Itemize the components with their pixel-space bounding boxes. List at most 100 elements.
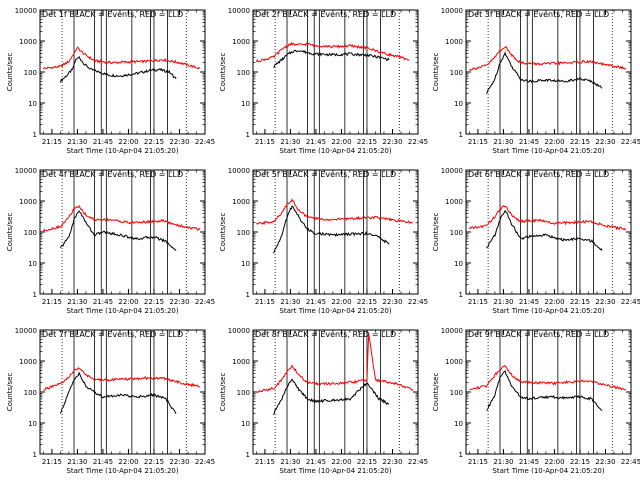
x-tick-label: 22:15 (357, 138, 377, 146)
y-tick-label: 1000 (445, 198, 463, 206)
x-tick-label: 22:00 (118, 138, 138, 146)
y-tick-label: 1000 (19, 198, 37, 206)
plot-frame (252, 169, 419, 295)
y-tick-label: 10 (454, 260, 463, 268)
x-tick-label: 22:45 (621, 458, 640, 466)
y-tick-label: 1000 (445, 38, 463, 46)
panel-6: Det 6f BLACK = Events, RED = LLD 1 10 100 10… (432, 167, 640, 315)
series-line-events (273, 49, 390, 68)
y-axis-label: Counts/sec (6, 373, 14, 412)
series-line-lld (256, 333, 414, 393)
y-axis-label: Counts/sec (432, 53, 440, 92)
panel-5: Det 5f BLACK = Events, RED = LLD 1 10 100 10… (219, 167, 428, 315)
x-tick-label: 22:45 (195, 458, 215, 466)
y-tick-label: 1 (246, 451, 250, 459)
x-tick-label: 21:30 (280, 458, 300, 466)
x-tick-label: 22:45 (408, 458, 428, 466)
x-tick-label: 21:45 (519, 138, 539, 146)
x-tick-label: 22:00 (118, 298, 138, 306)
x-tick-label: 22:30 (382, 298, 402, 306)
y-tick-label: 1 (246, 131, 250, 139)
plot-frame (39, 9, 206, 135)
y-tick-label: 10000 (15, 7, 37, 15)
x-tick-label: 21:15 (42, 138, 62, 146)
panel-title: Det 9f BLACK = Events, RED = LLD (468, 330, 609, 339)
panel-8: Det 8f BLACK = Events, RED = LLD 1 10 100 10… (219, 327, 428, 475)
x-tick-label: 22:15 (570, 138, 590, 146)
x-tick-label: 22:15 (144, 458, 164, 466)
x-tick-label: 22:45 (195, 298, 215, 306)
x-tick-label: 21:30 (67, 138, 87, 146)
x-axis-label: Start Time (10-Apr-04 21:05:20) (279, 307, 391, 315)
panel-title: Det 3f BLACK = Events, RED = LLD (468, 10, 609, 19)
y-tick-label: 1000 (19, 358, 37, 366)
x-tick-label: 21:45 (306, 298, 326, 306)
y-tick-label: 1 (33, 291, 37, 299)
x-tick-label: 22:00 (331, 298, 351, 306)
y-tick-label: 10 (241, 100, 250, 108)
y-axis-label: Counts/sec (219, 53, 227, 92)
x-tick-label: 22:30 (595, 138, 615, 146)
series-line-events (59, 210, 177, 251)
y-tick-label: 10000 (441, 7, 463, 15)
y-tick-label: 100 (450, 389, 463, 397)
x-tick-label: 22:15 (570, 298, 590, 306)
x-tick-label: 22:00 (331, 138, 351, 146)
x-axis-label: Start Time (10-Apr-04 21:05:20) (492, 307, 604, 315)
y-tick-label: 100 (237, 69, 250, 77)
x-tick-label: 21:30 (67, 298, 87, 306)
y-tick-label: 100 (237, 229, 250, 237)
y-tick-label: 100 (450, 229, 463, 237)
x-tick-label: 22:15 (570, 458, 590, 466)
y-tick-label: 100 (237, 389, 250, 397)
x-tick-label: 21:45 (306, 138, 326, 146)
series-line-events (59, 371, 177, 414)
x-tick-label: 21:30 (280, 298, 300, 306)
panel-title: Det 1f BLACK = Events, RED = LLD (42, 10, 183, 19)
y-tick-label: 10 (454, 100, 463, 108)
x-tick-label: 21:15 (255, 138, 275, 146)
y-tick-label: 1 (33, 131, 37, 139)
x-tick-label: 22:45 (408, 298, 428, 306)
y-tick-label: 1000 (232, 358, 250, 366)
panel-title: Det 7f BLACK = Events, RED = LLD (42, 330, 183, 339)
y-tick-label: 1 (33, 451, 37, 459)
panel-7: Det 7f BLACK = Events, RED = LLD 1 10 100 10… (6, 327, 215, 475)
y-tick-label: 10 (28, 100, 37, 108)
y-tick-label: 10000 (441, 327, 463, 335)
x-tick-label: 21:15 (468, 298, 488, 306)
x-axis-label: Start Time (10-Apr-04 21:05:20) (492, 467, 604, 475)
x-axis-label: Start Time (10-Apr-04 21:05:20) (66, 307, 178, 315)
panel-3: Det 3f BLACK = Events, RED = LLD 1 10 100 10… (432, 7, 640, 155)
panel-4: Det 4f BLACK = Events, RED = LLD 1 10 100 10… (6, 167, 215, 315)
series-line-lld (468, 205, 627, 231)
series-line-lld (469, 45, 627, 71)
y-axis-label: Counts/sec (6, 53, 14, 92)
x-tick-label: 22:30 (595, 458, 615, 466)
x-tick-label: 22:30 (382, 458, 402, 466)
panel-1: Det 1f BLACK = Events, RED = LLD 1 10 100 10… (6, 7, 215, 155)
y-axis-label: Counts/sec (432, 373, 440, 412)
y-tick-label: 1 (246, 291, 250, 299)
x-tick-label: 22:30 (169, 298, 189, 306)
y-tick-label: 100 (450, 69, 463, 77)
x-tick-label: 22:45 (408, 138, 428, 146)
y-tick-label: 100 (24, 69, 37, 77)
x-tick-label: 22:30 (169, 138, 189, 146)
y-tick-label: 1000 (232, 38, 250, 46)
x-tick-label: 21:15 (255, 298, 275, 306)
plot-frame (252, 9, 419, 135)
series-line-lld (43, 367, 201, 391)
plot-frame (465, 169, 632, 295)
x-axis-label: Start Time (10-Apr-04 21:05:20) (279, 147, 391, 155)
x-tick-label: 22:15 (357, 458, 377, 466)
y-tick-label: 10 (241, 420, 250, 428)
y-tick-label: 1 (459, 291, 463, 299)
plot-frame (39, 169, 206, 295)
x-tick-label: 22:45 (195, 138, 215, 146)
y-tick-label: 1000 (232, 198, 250, 206)
panel-title: Det 8f BLACK = Events, RED = LLD (255, 330, 396, 339)
x-tick-label: 21:15 (42, 298, 62, 306)
